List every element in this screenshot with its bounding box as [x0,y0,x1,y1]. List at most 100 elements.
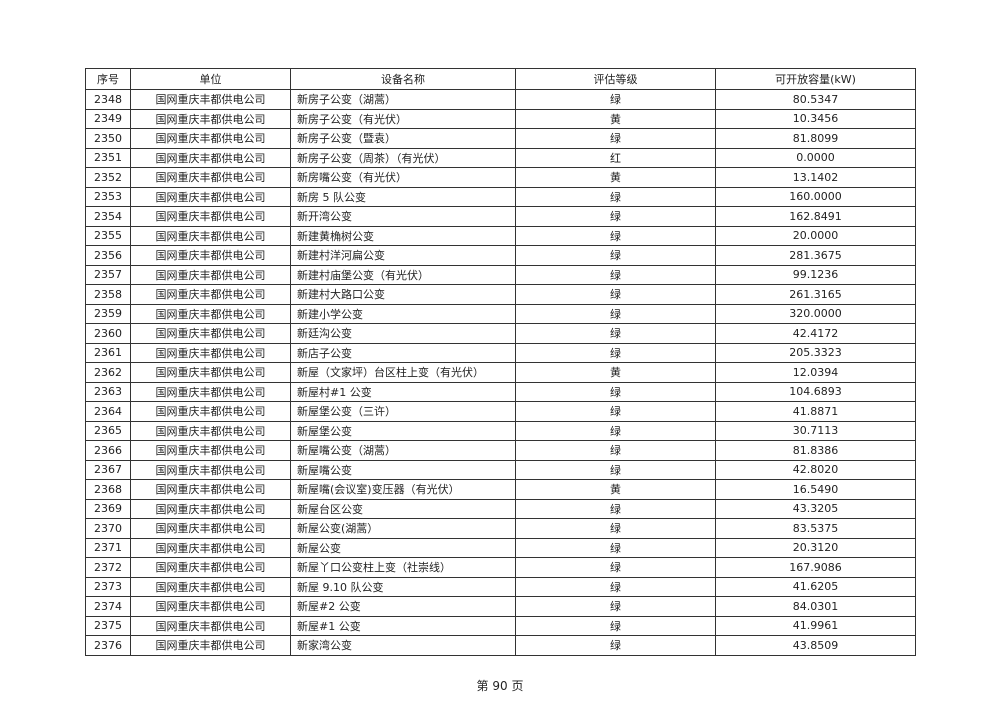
page-number: 第 90 页 [476,679,524,693]
cell-capacity: 12.0394 [715,362,916,383]
cell-capacity: 13.1402 [715,167,916,188]
cell-grade: 绿 [515,128,716,149]
cell-unit: 国网重庆丰都供电公司 [130,128,291,149]
cell-grade: 绿 [515,401,716,422]
cell-grade: 绿 [515,89,716,110]
cell-unit: 国网重庆丰都供电公司 [130,167,291,188]
cell-unit: 国网重庆丰都供电公司 [130,108,291,129]
cell-index: 2372 [85,557,131,578]
cell-device-name: 新房子公变（湖蒿） [290,89,516,110]
table-row: 2371 国网重庆丰都供电公司 新屋公变绿 20.3120 [85,537,916,558]
cell-grade: 绿 [515,557,716,578]
cell-unit: 国网重庆丰都供电公司 [130,89,291,110]
capacity-table: 序号 单位 设备名称 评估等级 可开放容量(kW) 2348 国网重庆丰都供电公司… [85,68,916,656]
cell-index: 2357 [85,264,131,285]
cell-capacity: 281.3675 [715,245,916,266]
cell-unit: 国网重庆丰都供电公司 [130,537,291,558]
cell-index: 2351 [85,147,131,168]
table-row: 2374 国网重庆丰都供电公司 新屋#2 公变绿 84.0301 [85,596,916,617]
table-row: 2355 国网重庆丰都供电公司 新建黄桷树公变绿 20.0000 [85,225,916,246]
cell-index: 2348 [85,89,131,110]
cell-capacity: 10.3456 [715,108,916,129]
cell-device-name: 新屋公变 [290,537,516,558]
cell-index: 2361 [85,342,131,363]
cell-grade: 黄 [515,108,716,129]
cell-capacity: 16.5490 [715,479,916,500]
cell-grade: 绿 [515,615,716,636]
table-row: 2349 国网重庆丰都供电公司 新房子公变（有光伏）黄 10.3456 [85,108,916,129]
cell-device-name: 新房子公变（暨袁） [290,128,516,149]
cell-grade: 绿 [515,537,716,558]
cell-grade: 绿 [515,225,716,246]
cell-index: 2367 [85,459,131,480]
cell-capacity: 205.3323 [715,342,916,363]
table-row: 2359 国网重庆丰都供电公司 新建小学公变绿 320.0000 [85,303,916,324]
cell-index: 2360 [85,323,131,344]
cell-unit: 国网重庆丰都供电公司 [130,479,291,500]
table-row: 2357 国网重庆丰都供电公司 新建村庙堡公变（有光伏）绿 99.1236 [85,264,916,285]
cell-grade: 黄 [515,479,716,500]
cell-index: 2369 [85,498,131,519]
cell-index: 2356 [85,245,131,266]
cell-capacity: 261.3165 [715,284,916,305]
table-row: 2376 国网重庆丰都供电公司 新家湾公变绿 43.8509 [85,635,916,656]
cell-index: 2368 [85,479,131,500]
cell-index: 2349 [85,108,131,129]
cell-grade: 绿 [515,635,716,656]
cell-device-name: 新廷沟公变 [290,323,516,344]
table-row: 2350 国网重庆丰都供电公司 新房子公变（暨袁）绿 81.8099 [85,128,916,149]
cell-capacity: 104.6893 [715,381,916,402]
cell-device-name: 新屋#2 公变 [290,596,516,617]
cell-unit: 国网重庆丰都供电公司 [130,342,291,363]
cell-grade: 红 [515,147,716,168]
cell-device-name: 新屋嘴公变（湖蒿） [290,440,516,461]
cell-device-name: 新屋堡公变（三许） [290,401,516,422]
cell-device-name: 新建黄桷树公变 [290,225,516,246]
cell-unit: 国网重庆丰都供电公司 [130,596,291,617]
cell-device-name: 新屋村#1 公变 [290,381,516,402]
cell-index: 2352 [85,167,131,188]
table-row: 2364 国网重庆丰都供电公司 新屋堡公变（三许）绿 41.8871 [85,401,916,422]
table-row: 2361 国网重庆丰都供电公司 新店子公变绿 205.3323 [85,342,916,363]
cell-grade: 绿 [515,342,716,363]
cell-device-name: 新屋 9.10 队公变 [290,576,516,597]
cell-capacity: 81.8386 [715,440,916,461]
cell-unit: 国网重庆丰都供电公司 [130,381,291,402]
cell-grade: 绿 [515,323,716,344]
cell-index: 2366 [85,440,131,461]
cell-unit: 国网重庆丰都供电公司 [130,206,291,227]
cell-index: 2354 [85,206,131,227]
cell-capacity: 41.8871 [715,401,916,422]
cell-index: 2359 [85,303,131,324]
cell-capacity: 43.8509 [715,635,916,656]
cell-unit: 国网重庆丰都供电公司 [130,420,291,441]
cell-grade: 绿 [515,206,716,227]
cell-index: 2373 [85,576,131,597]
cell-index: 2365 [85,420,131,441]
header-grade: 评估等级 [515,68,716,90]
cell-device-name: 新家湾公变 [290,635,516,656]
cell-device-name: 新建村洋河扁公变 [290,245,516,266]
cell-unit: 国网重庆丰都供电公司 [130,498,291,519]
cell-unit: 国网重庆丰都供电公司 [130,518,291,539]
cell-unit: 国网重庆丰都供电公司 [130,401,291,422]
cell-grade: 绿 [515,284,716,305]
cell-unit: 国网重庆丰都供电公司 [130,147,291,168]
table-row: 2352 国网重庆丰都供电公司 新房嘴公变（有光伏）黄 13.1402 [85,167,916,188]
table-row: 2366 国网重庆丰都供电公司 新屋嘴公变（湖蒿）绿 81.8386 [85,440,916,461]
header-unit: 单位 [130,68,291,90]
table-row: 2373 国网重庆丰都供电公司 新屋 9.10 队公变绿 41.6205 [85,576,916,597]
cell-capacity: 41.9961 [715,615,916,636]
cell-unit: 国网重庆丰都供电公司 [130,225,291,246]
table-row: 2367 国网重庆丰都供电公司 新屋嘴公变绿 42.8020 [85,459,916,480]
cell-index: 2362 [85,362,131,383]
table-row: 2369 国网重庆丰都供电公司 新屋台区公变绿 43.3205 [85,498,916,519]
cell-device-name: 新屋堡公变 [290,420,516,441]
cell-index: 2355 [85,225,131,246]
cell-capacity: 80.5347 [715,89,916,110]
cell-device-name: 新屋（文家坪）台区柱上变（有光伏） [290,362,516,383]
cell-device-name: 新屋公变(湖蒿） [290,518,516,539]
cell-device-name: 新房嘴公变（有光伏） [290,167,516,188]
cell-grade: 绿 [515,245,716,266]
cell-unit: 国网重庆丰都供电公司 [130,576,291,597]
